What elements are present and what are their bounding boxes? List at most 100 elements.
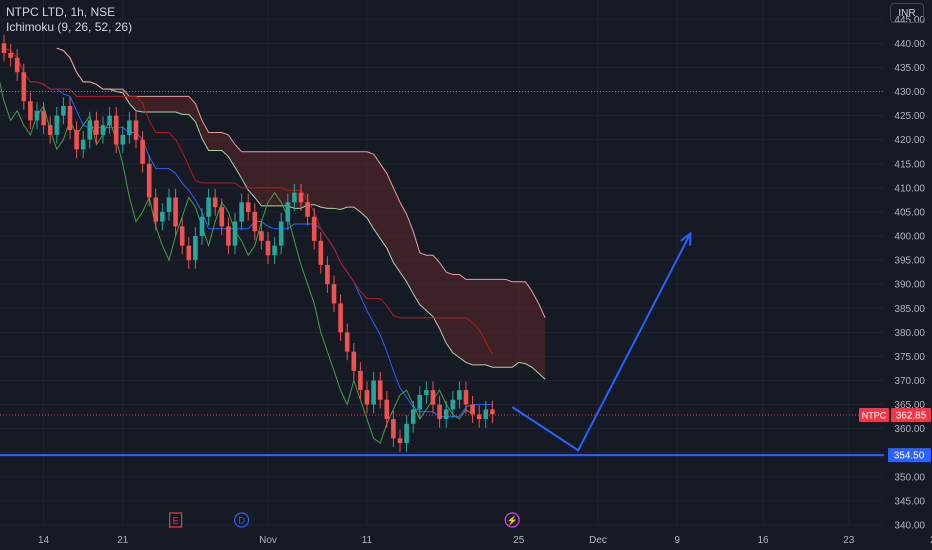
candle	[239, 193, 244, 231]
candle	[259, 222, 264, 250]
candle	[87, 111, 93, 149]
x-tick-label: 9	[674, 535, 680, 546]
candle	[226, 217, 231, 255]
event-marker-letter: D	[238, 516, 245, 526]
candle-body	[311, 216, 317, 241]
candle-body	[199, 216, 205, 237]
x-tick-label: 14	[38, 535, 50, 546]
chikou-span-line	[0, 81, 473, 444]
candle	[41, 102, 46, 134]
candle-body	[245, 202, 251, 212]
y-tick-label: 385.00	[894, 304, 925, 315]
candle-body	[476, 414, 482, 420]
x-tick-label: Nov	[259, 535, 277, 546]
candle-body	[54, 115, 60, 135]
candle-body	[100, 125, 106, 135]
candle	[490, 400, 495, 423]
candle-body	[443, 409, 449, 420]
kijun-sen-line	[3, 47, 493, 355]
candle-body	[61, 105, 66, 116]
y-tick-label: 425.00	[894, 111, 925, 122]
candles	[1, 34, 495, 452]
candle-body	[430, 390, 436, 405]
cloud-fill	[56, 48, 546, 380]
candle-body	[226, 226, 231, 246]
y-tick-label: 410.00	[894, 183, 925, 194]
candle-body	[239, 202, 244, 222]
candle-body	[28, 101, 33, 121]
symbol-badge-bg	[859, 407, 889, 422]
candle-body	[292, 192, 297, 203]
y-tick-label: 405.00	[894, 207, 925, 218]
candle	[364, 381, 370, 414]
currency-button[interactable]: INR	[890, 3, 924, 23]
senkou-span-b-line	[56, 47, 546, 319]
candle	[443, 400, 449, 428]
y-tick-label: 375.00	[894, 352, 925, 363]
candle	[74, 121, 79, 158]
candle	[483, 400, 489, 428]
y-tick-label: 345.00	[894, 496, 925, 507]
candle	[344, 323, 350, 361]
candle-body	[272, 245, 277, 256]
candle-body	[391, 419, 396, 439]
candle	[318, 232, 324, 274]
candle	[252, 203, 258, 240]
candle-body	[463, 390, 469, 405]
y-tick-label: 340.00	[894, 521, 925, 532]
candle	[358, 362, 363, 399]
y-tick-label: 390.00	[894, 280, 925, 291]
candle-body	[252, 211, 258, 232]
candle	[160, 203, 165, 231]
current-price-badge: NTPC 362.85	[859, 407, 931, 422]
candle-body	[377, 380, 383, 400]
candle	[14, 49, 20, 81]
candle-body	[371, 380, 376, 405]
candle-body	[193, 236, 198, 261]
candle-body	[186, 245, 192, 261]
candle-body	[457, 390, 462, 400]
candle	[417, 386, 423, 419]
candle-body	[232, 221, 238, 246]
candle-body	[67, 105, 73, 131]
dividend-icon	[234, 512, 250, 528]
symbol-badge-label: NTPC	[862, 410, 887, 420]
candle	[179, 217, 185, 255]
y-tick-label: 445.00	[894, 15, 925, 26]
candle-body	[450, 399, 456, 410]
candle	[305, 193, 310, 226]
candle	[100, 116, 106, 144]
candle-body	[160, 211, 165, 222]
y-tick-label: 365.00	[894, 400, 925, 411]
candle	[206, 188, 211, 226]
dividend-marker: D	[234, 512, 250, 528]
candle-body	[133, 120, 139, 140]
candle-body	[417, 394, 423, 410]
candle	[325, 256, 330, 293]
support-badge-label: 354.50	[894, 451, 925, 462]
candle-body	[325, 264, 330, 285]
candle-body	[410, 409, 416, 424]
earnings-marker: E	[169, 512, 183, 528]
candle-body	[140, 139, 145, 164]
event-marker-letter: E	[173, 516, 179, 526]
candle-body	[173, 197, 178, 227]
candle-body	[305, 202, 310, 217]
candle	[245, 193, 251, 221]
candle-body	[153, 197, 159, 222]
y-tick-label: 420.00	[894, 135, 925, 146]
y-tick-label: 430.00	[894, 87, 925, 98]
candle	[1, 34, 7, 62]
candle-body	[14, 57, 20, 73]
candle	[377, 371, 383, 409]
candle-body	[94, 120, 99, 135]
candle	[199, 208, 205, 245]
candle	[67, 97, 73, 139]
candle-body	[285, 202, 291, 222]
candle	[212, 188, 218, 216]
candle-body	[298, 192, 304, 203]
candle-body	[21, 72, 27, 102]
